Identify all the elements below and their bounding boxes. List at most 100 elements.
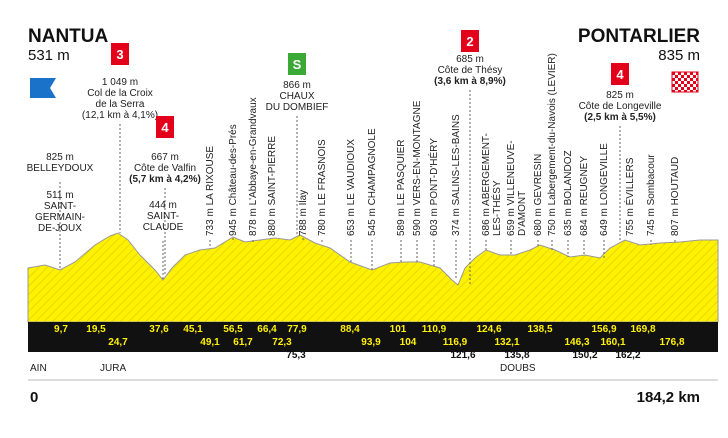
waypoint-label: 745 m Sombacour — [646, 154, 657, 236]
waypoint-label: 635 m BOLANDOZ — [563, 150, 574, 236]
km-marker: 101 — [390, 324, 407, 335]
climb-label: (12,1 km à 4,1%) — [82, 110, 158, 121]
start-altitude: 531 m — [28, 47, 70, 64]
km-marker: 75,3 — [286, 350, 306, 361]
km-marker: 138,5 — [527, 324, 552, 335]
profile — [27, 232, 719, 323]
finish-flag — [671, 71, 699, 93]
waypoint-label: 733 m LA RIXOUSE — [205, 146, 216, 236]
km-marker: 49,1 — [200, 337, 220, 348]
km-marker: 72,3 — [272, 337, 292, 348]
waypoint-label: 374 m SALINS-LES-BAINS — [451, 114, 462, 236]
climb-label: de la Serra — [96, 99, 145, 110]
climb-label: Col de la Croix — [87, 88, 153, 99]
km-marker: 135,8 — [504, 350, 529, 361]
waypoint-label: 807 m HOUTAUD — [670, 157, 681, 236]
waypoint-label: LES-THÉSY — [490, 180, 503, 236]
waypoint-label: 659 m VILLENEUVE- — [506, 140, 517, 236]
km-marker: 104 — [400, 337, 417, 348]
place-label: SAINT- — [147, 211, 179, 222]
km-marker: 146,3 — [564, 337, 589, 348]
km-marker: 110,9 — [422, 324, 447, 335]
km-marker: 162,2 — [615, 350, 640, 361]
waypoint-label: 684 m REUGNEY — [579, 156, 590, 236]
km-band — [28, 322, 718, 352]
waypoint-label: 788 m Ilay — [298, 190, 309, 236]
region: AIN — [30, 363, 47, 374]
waypoint-label: 878 m L'Abbaye-en-Grandvaux — [248, 97, 259, 236]
waypoint-label: 755 m ÉVILLERS — [623, 157, 636, 236]
category-badge — [288, 53, 306, 75]
category: 4 — [161, 120, 169, 135]
waypoint-label: 649 m LONGEVILLE — [599, 143, 610, 236]
waypoint-label: 945 m Château-des-Prés — [228, 124, 239, 236]
waypoint-label: 545 m CHAMPAGNOLE — [367, 128, 378, 236]
km-marker: 9,7 — [54, 324, 68, 335]
waypoint-label: 590 m VERS-EN-MONTAGNE — [412, 100, 423, 236]
km-marker: 132,1 — [494, 337, 519, 348]
place-label: CLAUDE — [143, 222, 184, 233]
waypoint-label: 780 m LE FRASNOIS — [317, 139, 328, 236]
km-marker: 37,6 — [149, 324, 169, 335]
waypoint-label: 880 m SAINT-PIERRE — [267, 136, 278, 236]
km-marker: 176,8 — [659, 337, 684, 348]
km-marker: 24,7 — [108, 337, 128, 348]
finish-name: PONTARLIER — [578, 26, 700, 47]
category: 4 — [616, 67, 624, 82]
place-label: DE-JOUX — [38, 223, 82, 234]
climb-label: DU DOMBIEF — [266, 102, 329, 113]
km-marker: 56,5 — [223, 324, 243, 335]
waypoint-label: D'AMONT — [517, 191, 528, 236]
climb-label: Côte de Thésy — [438, 65, 503, 76]
km-marker: 77,9 — [287, 324, 307, 335]
climb-label: 685 m — [456, 54, 484, 65]
climb-label: CHAUX — [279, 91, 314, 102]
waypoint-label: 603 m PONT-D'HÉRY — [427, 138, 440, 236]
finish-altitude: 835 m — [658, 47, 700, 64]
category: S — [293, 57, 302, 72]
climb-label: 1 049 m — [102, 77, 138, 88]
category-badge — [611, 63, 629, 85]
waypoint-label: 750 m Labergement-du-Navois (LEVIER) — [547, 53, 558, 236]
waypoint-label: 589 m LE PASQUIER — [396, 139, 407, 236]
climb-label: 825 m — [606, 90, 634, 101]
climb-label: Côte de Valfin — [134, 163, 196, 174]
km-marker: 116,9 — [443, 337, 468, 348]
waypoint-label: 680 m GEVRESIN — [533, 154, 544, 236]
km-marker: 169,8 — [630, 324, 655, 335]
category: 3 — [116, 47, 123, 62]
category-badge — [461, 30, 479, 52]
km-marker: 124,6 — [476, 324, 501, 335]
km-marker: 61,7 — [233, 337, 253, 348]
category-badge — [111, 43, 129, 65]
waypoint-label: 653 m LE VAUDIOUX — [346, 139, 357, 236]
climb-label: 866 m — [283, 80, 311, 91]
region: DOUBS — [500, 363, 536, 374]
category: 2 — [466, 34, 473, 49]
km-marker: 93,9 — [361, 337, 381, 348]
km-marker: 156,9 — [591, 324, 616, 335]
km-marker: 160,1 — [600, 337, 625, 348]
place-label: 825 m — [46, 152, 74, 163]
km-marker: 150,2 — [572, 350, 597, 361]
place-label: BELLEYDOUX — [27, 163, 94, 174]
km-marker: 19,5 — [86, 324, 106, 335]
km-marker: 121,6 — [450, 350, 475, 361]
km-marker: 45,1 — [183, 324, 203, 335]
km-marker: 66,4 — [257, 324, 277, 335]
category-badge — [156, 116, 174, 138]
start-flag — [30, 78, 56, 98]
distance-end: 184,2 km — [637, 389, 700, 406]
place-label: 444 m — [149, 200, 177, 211]
region: JURA — [100, 363, 126, 374]
climb-label: Côte de Longeville — [579, 101, 662, 112]
waypoint-label: 686 m ABERGEMENT- — [481, 133, 492, 236]
place-label: 511 m — [46, 190, 73, 201]
km-marker: 88,4 — [340, 324, 360, 335]
climb-label: 667 m — [151, 152, 179, 163]
climb-label: (2,5 km à 5,5%) — [584, 112, 656, 123]
climb-label: (3,6 km à 8,9%) — [434, 76, 506, 87]
start-name: NANTUA — [28, 26, 108, 47]
place-label: GERMAIN- — [35, 212, 85, 223]
climb-label: (5,7 km à 4,2%) — [129, 174, 201, 185]
